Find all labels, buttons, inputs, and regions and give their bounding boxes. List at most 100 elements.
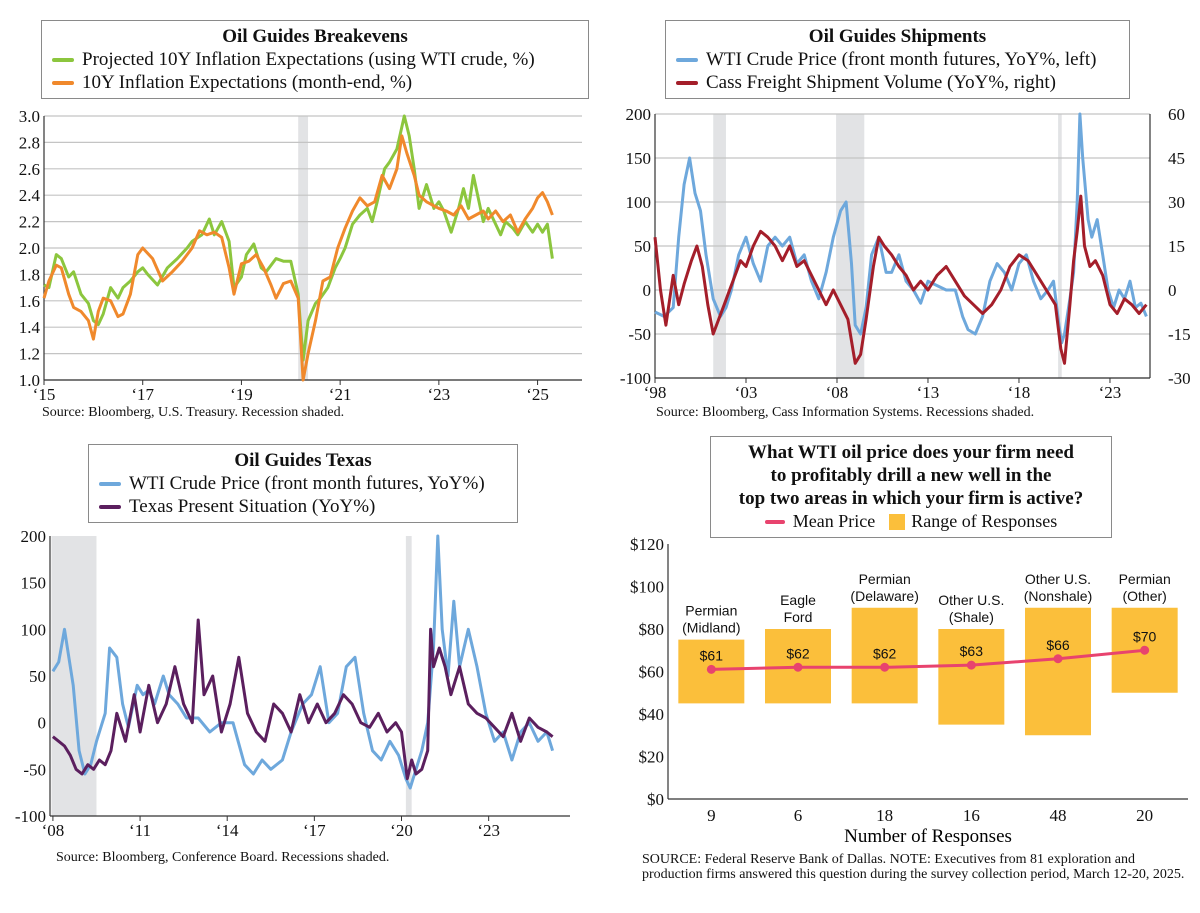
mean-point: [966, 660, 976, 670]
chart-title-line: to profitably drill a new well in the: [770, 465, 1052, 486]
x-tick-label: ‘14: [216, 821, 239, 840]
chart-title: Oil Guides Breakevens: [222, 26, 408, 47]
x-tick-label: ‘13: [917, 383, 940, 402]
source-note: Source: Bloomberg, U.S. Treasury. Recess…: [42, 405, 345, 420]
source-note: SOURCE: Federal Reserve Bank of Dallas. …: [642, 852, 1185, 882]
y-tick-label: 0: [38, 714, 47, 733]
y2-tick-label: 60: [1168, 105, 1185, 124]
y-tick-label: -50: [23, 760, 46, 779]
recession-band: [405, 536, 412, 816]
y-tick-label: 1.6: [19, 292, 40, 311]
legend-label: Cass Freight Shipment Volume (YoY%, righ…: [706, 72, 1056, 93]
region-label: Eagle: [780, 592, 816, 608]
mean-point: [880, 662, 890, 672]
legend-shipments: Oil Guides Shipments WTI Crude Price (fr…: [665, 20, 1130, 99]
y2-tick-label: 15: [1168, 237, 1185, 256]
legend-items: Mean Price Range of Responses: [719, 510, 1103, 533]
y-tick-label: 200: [626, 105, 652, 124]
legend-item: 10Y Inflation Expectations (month-end, %…: [52, 71, 578, 94]
mean-label: $66: [1046, 637, 1070, 653]
y-tick-label: $20: [639, 748, 665, 767]
y-tick-label: 150: [21, 574, 47, 593]
legend-item: WTI Crude Price (front month futures, Yo…: [676, 48, 1119, 71]
mean-point: [706, 664, 716, 674]
x-tick-label: ‘19: [230, 385, 253, 404]
y-tick-label: $120: [630, 535, 664, 554]
y-tick-label: $40: [639, 705, 665, 724]
region-label: Permian: [685, 603, 737, 619]
region-label: Ford: [784, 609, 813, 625]
x-tick-label: ‘17: [303, 821, 326, 840]
range-bar: [1025, 607, 1091, 736]
x-tick-label: ‘17: [131, 385, 154, 404]
y-tick-label: 2.2: [19, 213, 40, 232]
chart-title: Oil Guides Texas: [234, 450, 372, 471]
y-tick-label: -100: [15, 807, 46, 826]
x-tick-label: ‘23: [1099, 383, 1122, 402]
chart-title-line: top two areas in which your firm is acti…: [738, 488, 1084, 509]
x-tick-label: ‘15: [33, 385, 56, 404]
y-tick-label: $100: [630, 578, 664, 597]
legend-label: WTI Crude Price (front month futures, Yo…: [129, 473, 485, 494]
y-tick-label: 1.8: [19, 265, 40, 284]
mean-label: $63: [960, 643, 984, 659]
y2-tick-label: -15: [1168, 325, 1191, 344]
y-tick-label: 1.4: [19, 318, 41, 337]
y-tick-label: 3.0: [19, 107, 40, 126]
y-tick-label: 2.0: [19, 239, 40, 258]
x-tick-label: 18: [876, 806, 893, 825]
legend-drilling: What WTI oil price does your firm need t…: [710, 436, 1112, 538]
y-tick-label: 200: [21, 527, 47, 546]
legend-item: WTI Crude Price (front month futures, Yo…: [99, 472, 507, 495]
series-line: [42, 134, 554, 382]
source-note: Source: Bloomberg, Conference Board. Rec…: [56, 850, 390, 865]
x-tick-label: ‘25: [526, 385, 549, 404]
x-tick-label: 9: [707, 806, 716, 825]
range-bar: [938, 629, 1005, 725]
series-line: [653, 194, 1148, 365]
y-tick-label: $80: [639, 620, 665, 639]
legend-swatch: [52, 80, 74, 85]
y-tick-label: 2.4: [19, 186, 41, 205]
recession-band: [51, 536, 97, 816]
y-tick-label: 0: [643, 281, 652, 300]
legend-texas: Oil Guides Texas WTI Crude Price (front …: [88, 444, 518, 523]
mean-point: [1053, 654, 1063, 664]
plot-shipments: -100 -50 0 50 100 150 200 -30 -15 0 15 30 45 60 ‘98 ‘03…: [620, 105, 1191, 402]
x-tick-label: ‘11: [129, 821, 151, 840]
legend-item: Texas Present Situation (YoY%): [99, 495, 507, 518]
mean-label: $62: [873, 645, 897, 661]
x-tick-label: 16: [963, 806, 980, 825]
x-tick-label: ‘18: [1008, 383, 1031, 402]
y-tick-label: 2.8: [19, 133, 40, 152]
chart-title-line: What WTI oil price does your firm need: [748, 442, 1074, 463]
x-tick-label: ‘23: [428, 385, 451, 404]
x-tick-label: ‘08: [42, 821, 65, 840]
legend-item: Projected 10Y Inflation Expectations (us…: [52, 48, 578, 71]
chart-title: Oil Guides Shipments: [808, 26, 987, 47]
y-tick-label: 100: [21, 620, 47, 639]
y-tick-label: 150: [626, 149, 652, 168]
legend-label: Mean Price: [792, 511, 876, 531]
range-bar: [851, 607, 918, 704]
chart-breakevens: Oil Guides Breakevens Projected 10Y Infl…: [0, 0, 600, 430]
x-tick-label: 20: [1136, 806, 1153, 825]
y2-tick-label: 30: [1168, 193, 1185, 212]
x-tick-label: ‘98: [644, 383, 667, 402]
y-tick-label: 1.0: [19, 371, 40, 390]
region-label: Permian: [1119, 571, 1171, 587]
region-label: (Midland): [682, 620, 740, 636]
series-line: [51, 534, 555, 790]
x-tick-label: 48: [1050, 806, 1067, 825]
legend-swatch: [764, 519, 785, 524]
legend-label: 10Y Inflation Expectations (month-end, %…: [82, 72, 413, 93]
legend-swatch: [52, 57, 74, 62]
y-tick-label: $60: [639, 663, 665, 682]
legend-swatch: [676, 80, 698, 85]
chart-drilling-price: What WTI oil price does your firm need t…: [600, 430, 1200, 913]
y-tick-label: 2.6: [19, 160, 40, 179]
region-label: (Other): [1122, 588, 1166, 604]
legend-label: WTI Crude Price (front month futures, Yo…: [706, 49, 1097, 70]
mean-label: $70: [1133, 628, 1157, 644]
mean-label: $61: [700, 647, 724, 663]
